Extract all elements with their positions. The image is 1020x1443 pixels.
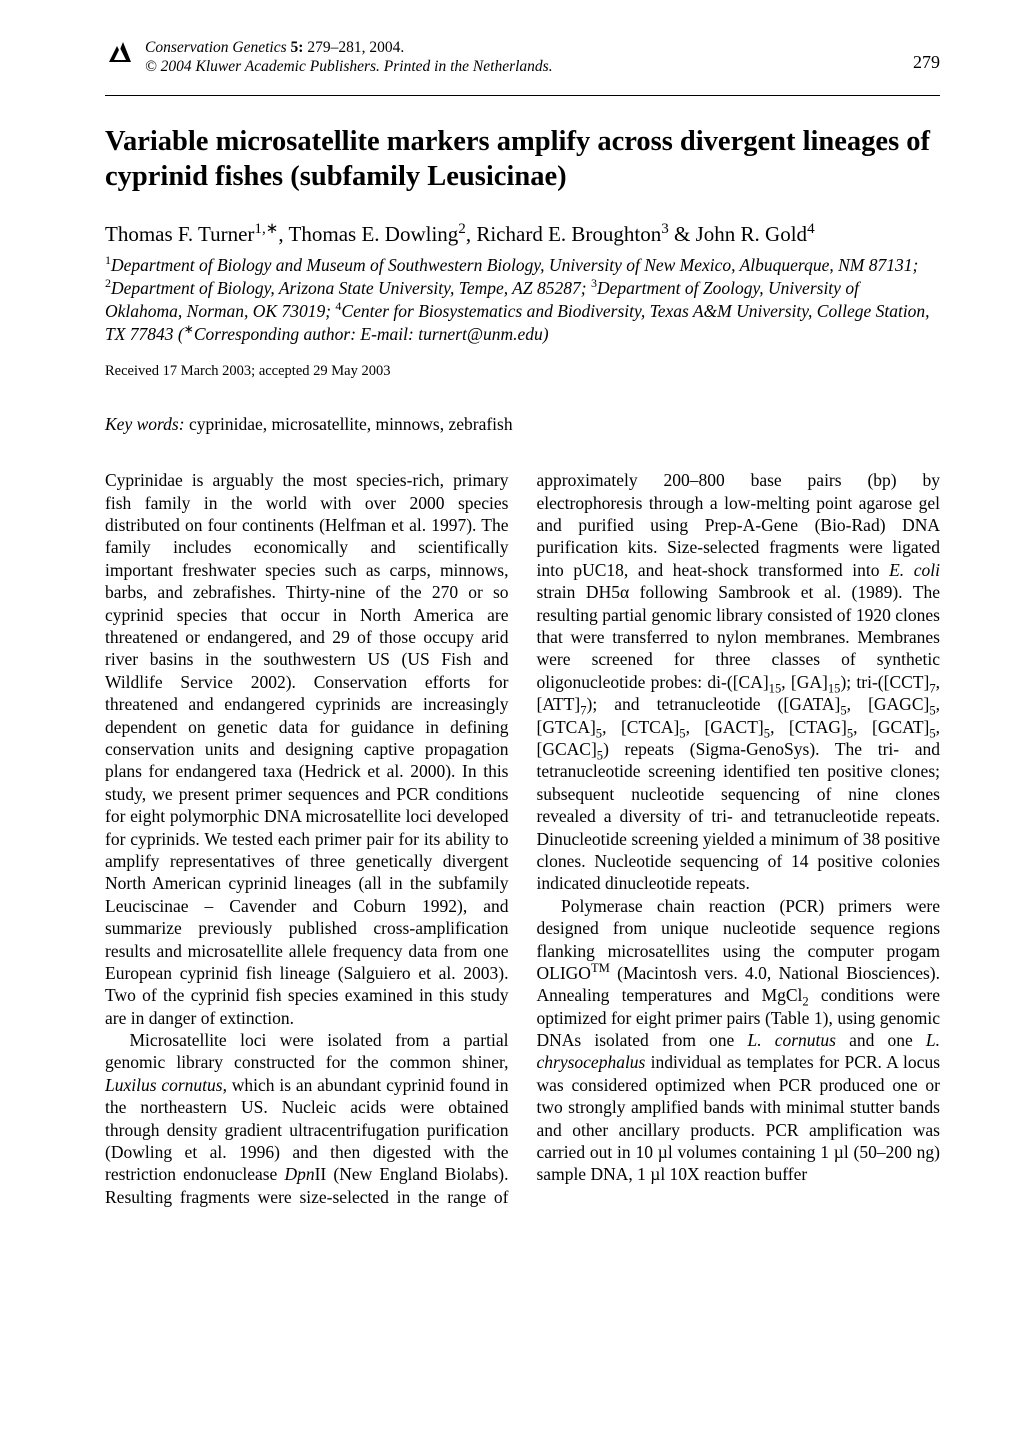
header-rule	[105, 95, 940, 96]
header-left: Conservation Genetics 5: 279–281, 2004. …	[105, 38, 553, 77]
journal-pages-year: 279–281, 2004.	[303, 39, 404, 56]
journal-meta: Conservation Genetics 5: 279–281, 2004. …	[145, 38, 553, 77]
running-header: Conservation Genetics 5: 279–281, 2004. …	[105, 38, 940, 77]
keywords-text: cyprinidae, microsatellite, minnows, zeb…	[185, 414, 513, 434]
keywords: Key words: cyprinidae, microsatellite, m…	[105, 414, 940, 435]
journal-citation: Conservation Genetics 5: 279–281, 2004.	[145, 38, 553, 57]
body-columns: Cyprinidae is arguably the most species-…	[105, 469, 940, 1208]
body-paragraph: Cyprinidae is arguably the most species-…	[105, 469, 509, 1029]
affiliations: 1Department of Biology and Museum of Sou…	[105, 254, 940, 345]
publisher-logo-icon	[105, 36, 135, 71]
journal-name: Conservation Genetics	[145, 39, 287, 56]
journal-volume: 5:	[291, 39, 304, 56]
received-dates: Received 17 March 2003; accepted 29 May …	[105, 363, 940, 380]
author-list: Thomas F. Turner1,∗, Thomas E. Dowling2,…	[105, 221, 940, 248]
page-number: 279	[913, 52, 940, 73]
keywords-label: Key words:	[105, 414, 185, 434]
article-title: Variable microsatellite markers amplify …	[105, 124, 940, 195]
copyright-line: © 2004 Kluwer Academic Publishers. Print…	[145, 57, 553, 76]
body-paragraph: Polymerase chain reaction (PCR) primers …	[537, 895, 941, 1186]
page-root: Conservation Genetics 5: 279–281, 2004. …	[0, 0, 1020, 1443]
